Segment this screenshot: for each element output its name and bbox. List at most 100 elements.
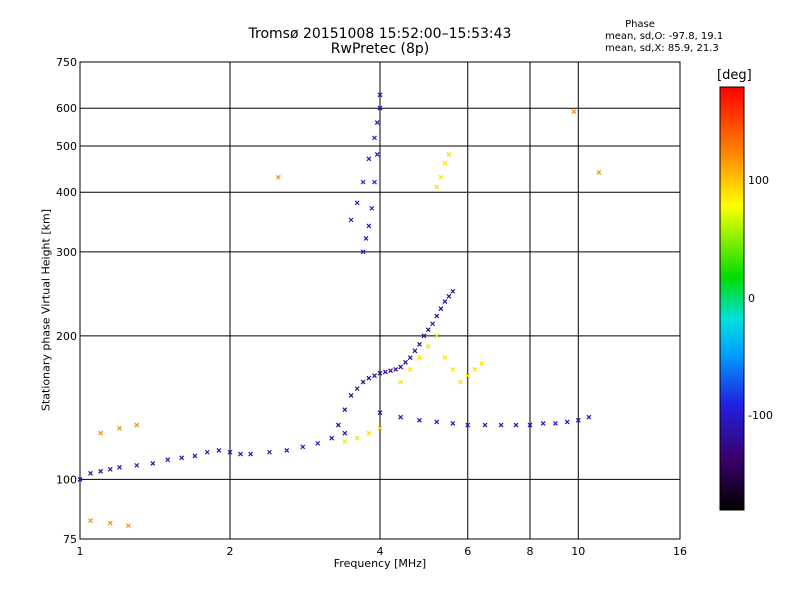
data-point: [360, 379, 366, 385]
data-point: [354, 386, 360, 392]
phase-stats-o: mean, sd,O: -97.8, 19.1: [605, 31, 724, 42]
data-point: [377, 370, 383, 376]
y-tick-label: 200: [56, 330, 77, 343]
data-point: [446, 152, 452, 157]
data-point: [165, 457, 171, 463]
data-point: [388, 368, 393, 374]
data-point: [442, 355, 448, 361]
y-axis-label: Stationary phase Virtual Height [km]: [39, 208, 53, 412]
data-point: [450, 421, 456, 426]
data-point: [335, 422, 341, 428]
data-point: [417, 341, 422, 347]
data-point: [348, 392, 354, 398]
data-point: [372, 179, 377, 185]
data-point: [442, 299, 448, 304]
data-point: [421, 333, 427, 339]
data-point: [117, 464, 122, 470]
data-point: [117, 425, 122, 431]
data-point: [98, 430, 104, 436]
data-point: [98, 468, 104, 474]
data-point: [107, 466, 113, 472]
data-point: [354, 200, 360, 206]
data-point: [465, 422, 471, 428]
x-tick-label: 10: [571, 545, 585, 558]
data-point: [342, 407, 348, 413]
data-point: [377, 425, 383, 431]
colorbar-tick-label: -100: [748, 409, 773, 422]
chart-title: Tromsø 20151008 15:52:00–15:53:43: [248, 26, 512, 42]
data-point: [374, 120, 380, 125]
data-point: [107, 520, 113, 526]
data-point: [417, 355, 422, 361]
data-point: [372, 135, 377, 141]
phase-stats-x: mean, sd,X: 85.9, 21.3: [605, 43, 719, 54]
x-tick-label: 16: [673, 545, 687, 558]
y-tick-label: 300: [56, 246, 77, 259]
data-point: [425, 344, 431, 349]
data-point: [372, 373, 377, 379]
phase-legend-title: Phase: [625, 19, 655, 30]
data-point: [398, 379, 404, 385]
data-point: [407, 355, 413, 361]
data-point: [369, 205, 375, 211]
data-point: [275, 174, 281, 180]
data-point: [360, 179, 366, 185]
data-point: [342, 439, 348, 445]
y-tick-labels: 75 100 200 300 400 500 600 750: [56, 56, 77, 546]
data-point: [438, 174, 444, 180]
data-point: [434, 419, 440, 425]
data-point: [125, 523, 131, 529]
scatter-points: [77, 92, 602, 529]
data-point: [88, 470, 93, 476]
y-tick-label: 400: [56, 186, 77, 199]
data-point: [553, 421, 558, 426]
data-point: [564, 419, 570, 425]
data-point: [393, 367, 399, 372]
data-point: [329, 435, 335, 441]
data-point: [417, 417, 422, 423]
data-point: [479, 361, 485, 366]
data-point: [434, 333, 440, 339]
data-point: [398, 364, 404, 370]
data-point: [377, 105, 383, 111]
data-point: [382, 369, 388, 375]
y-tick-label: 750: [56, 56, 77, 69]
data-point: [571, 109, 577, 115]
data-point: [540, 421, 546, 426]
data-point: [216, 448, 222, 453]
data-point: [438, 306, 444, 312]
data-point: [366, 375, 372, 381]
data-point: [267, 449, 272, 455]
data-point: [442, 160, 448, 166]
colorbar-tick-label: 0: [748, 291, 755, 305]
data-point: [575, 417, 581, 423]
x-axis-label: Frequency [MHz]: [333, 557, 427, 570]
data-point: [192, 453, 198, 459]
data-point: [366, 430, 372, 436]
data-point: [412, 348, 418, 354]
data-point: [134, 422, 140, 428]
data-point: [238, 451, 243, 457]
data-point: [434, 184, 440, 190]
data-point: [465, 373, 471, 379]
x-tick-label: 4: [377, 545, 384, 558]
data-point: [179, 455, 185, 461]
data-point: [472, 367, 478, 372]
y-tick-label: 75: [63, 533, 77, 546]
data-point: [513, 422, 519, 428]
data-point: [403, 359, 408, 365]
data-point: [88, 518, 93, 523]
data-point: [482, 422, 488, 428]
data-point: [227, 449, 233, 455]
y-tick-label: 500: [56, 140, 77, 153]
x-tick-label: 2: [227, 545, 234, 558]
data-point: [300, 444, 306, 450]
grid-lines: [79, 61, 681, 540]
data-point: [77, 476, 83, 482]
data-point: [407, 367, 413, 372]
data-point: [398, 414, 404, 420]
x-tick-labels: 1 2 4 6 8 10 16: [77, 545, 688, 558]
data-point: [446, 293, 452, 299]
data-point: [425, 327, 431, 333]
